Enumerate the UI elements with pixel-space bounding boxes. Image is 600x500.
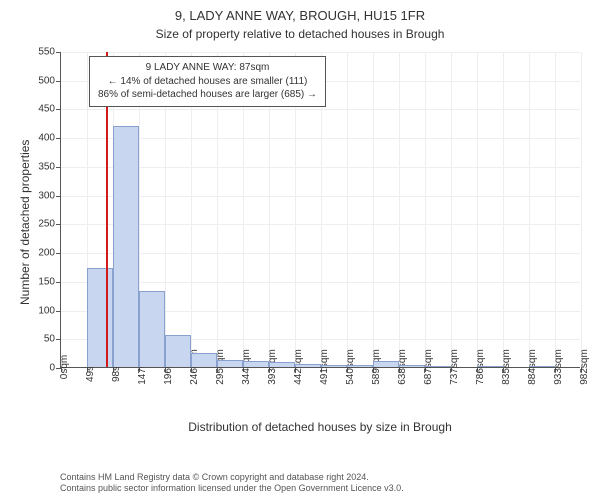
y-tick-label: 250 — [38, 219, 61, 230]
chart-title-line2: Size of property relative to detached ho… — [0, 27, 600, 41]
gridline-v — [399, 52, 400, 367]
annotation-line-3: 86% of semi-detached houses are larger (… — [98, 88, 317, 102]
histogram-bar — [321, 365, 347, 367]
x-tick-label: 933sqm — [547, 349, 564, 385]
gridline-v — [555, 52, 556, 367]
y-tick-label: 500 — [38, 75, 61, 86]
y-tick-label: 550 — [38, 47, 61, 58]
x-tick-label: 0sqm — [53, 355, 70, 379]
histogram-bar — [529, 366, 555, 367]
x-tick-label: 638sqm — [391, 349, 408, 385]
gridline-v — [347, 52, 348, 367]
annotation-box: 9 LADY ANNE WAY: 87sqm ← 14% of detached… — [89, 56, 326, 107]
gridline-v — [529, 52, 530, 367]
histogram-bar — [477, 366, 503, 367]
y-tick-label: 350 — [38, 161, 61, 172]
x-tick-label: 540sqm — [339, 349, 356, 385]
y-tick-label: 100 — [38, 305, 61, 316]
histogram-bar — [139, 291, 165, 367]
x-tick-label: 835sqm — [495, 349, 512, 385]
histogram-bar — [217, 360, 243, 367]
gridline-v — [503, 52, 504, 367]
histogram-bar — [425, 366, 451, 367]
gridline-v — [451, 52, 452, 367]
y-tick-label: 300 — [38, 190, 61, 201]
histogram-bar — [165, 335, 191, 367]
gridline-v — [373, 52, 374, 367]
histogram-bar — [191, 353, 217, 367]
chart-title-line1: 9, LADY ANNE WAY, BROUGH, HU15 1FR — [0, 8, 600, 23]
attribution-line-2: Contains public sector information licen… — [60, 483, 590, 494]
x-tick-label: 884sqm — [521, 349, 538, 385]
x-tick-label: 491sqm — [313, 349, 330, 385]
y-tick-label: 400 — [38, 133, 61, 144]
gridline-v — [425, 52, 426, 367]
x-tick-label: 344sqm — [235, 349, 252, 385]
histogram-bar — [399, 365, 425, 367]
histogram-bar — [347, 365, 373, 367]
attribution: Contains HM Land Registry data © Crown c… — [60, 472, 590, 495]
gridline-v — [477, 52, 478, 367]
annotation-line-2: ← 14% of detached houses are smaller (11… — [98, 75, 317, 89]
histogram-bar — [269, 362, 295, 367]
plot-area: 9 LADY ANNE WAY: 87sqm ← 14% of detached… — [60, 52, 580, 368]
x-tick-label: 393sqm — [261, 349, 278, 385]
x-tick-label: 687sqm — [417, 349, 434, 385]
y-tick-label: 200 — [38, 248, 61, 259]
x-tick-label: 442sqm — [287, 349, 304, 385]
y-axis-label: Number of detached properties — [18, 140, 32, 305]
y-tick-label: 150 — [38, 276, 61, 287]
histogram-bar — [243, 361, 269, 367]
annotation-line-1: 9 LADY ANNE WAY: 87sqm — [98, 61, 317, 75]
x-tick-label: 982sqm — [573, 349, 590, 385]
x-tick-label: 589sqm — [365, 349, 382, 385]
histogram-bar — [87, 268, 113, 367]
gridline-v — [581, 52, 582, 367]
histogram-bar — [113, 126, 139, 367]
y-tick-label: 50 — [44, 334, 61, 345]
histogram-bar — [295, 364, 321, 367]
attribution-line-1: Contains HM Land Registry data © Crown c… — [60, 472, 590, 483]
x-tick-label: 786sqm — [469, 349, 486, 385]
y-tick-label: 450 — [38, 104, 61, 115]
x-tick-label: 737sqm — [443, 349, 460, 385]
histogram-bar — [373, 361, 399, 367]
x-axis-label: Distribution of detached houses by size … — [60, 420, 580, 434]
